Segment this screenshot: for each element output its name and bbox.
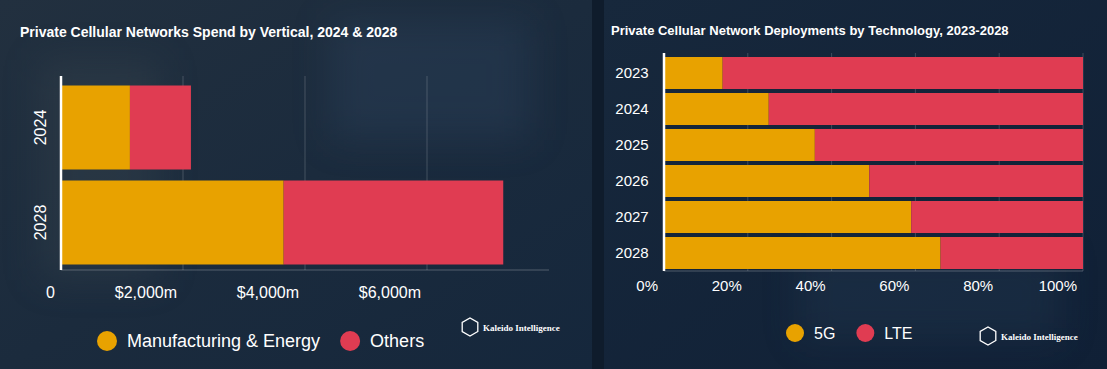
- logo-text: Kaleido Intelligence: [483, 323, 560, 333]
- bars: [61, 86, 503, 265]
- legend-marker: [786, 324, 804, 342]
- bar-segment: [869, 165, 1083, 197]
- category-label: 2028: [32, 205, 49, 241]
- category-label: 2024: [32, 110, 49, 146]
- tick-label: $4,000m: [237, 284, 299, 301]
- tick-label: 100%: [1039, 277, 1077, 294]
- tick-label: $6,000m: [359, 284, 421, 301]
- legend-label: Others: [370, 331, 424, 351]
- bar-segment: [664, 93, 769, 125]
- logo-icon: [980, 327, 996, 345]
- tick-label: 0%: [636, 277, 658, 294]
- logo-text: Kaleido Intelligence: [1001, 332, 1078, 342]
- bar-segment: [664, 237, 941, 269]
- category-label: 2023: [615, 64, 648, 81]
- axis-line: [664, 271, 1083, 272]
- chart: Private Cellular Network Deployments by …: [611, 23, 1083, 345]
- bar-segment: [664, 57, 723, 89]
- category-label: 2024: [615, 100, 648, 117]
- legend-label: Manufacturing & Energy: [127, 331, 320, 351]
- legend-marker: [856, 324, 874, 342]
- bar-segment: [130, 86, 191, 170]
- bar-segment: [284, 181, 504, 265]
- bar-segment: [664, 129, 815, 161]
- bars: [664, 57, 1083, 269]
- panel-background: [0, 0, 592, 369]
- tick-label: $2,000m: [115, 284, 177, 301]
- category-label: 2025: [615, 136, 648, 153]
- category-label: 2027: [615, 208, 648, 225]
- bar-segment: [723, 57, 1083, 89]
- category-label: 2028: [615, 244, 648, 261]
- bar-segment: [61, 181, 284, 265]
- chart: Private Cellular Networks Spend by Verti…: [20, 24, 560, 351]
- panel-background: [604, 0, 1107, 369]
- tick-label: 40%: [796, 277, 826, 294]
- bar-segment: [61, 86, 130, 170]
- tick-label: 80%: [963, 277, 993, 294]
- bar-segment: [911, 201, 1083, 233]
- category-label: 2026: [615, 172, 648, 189]
- tick-label: 0: [46, 284, 55, 301]
- bar-segment: [664, 165, 869, 197]
- canvas: Private Cellular Networks Spend by Verti…: [0, 0, 1107, 369]
- title: Private Cellular Network Deployments by …: [611, 23, 1009, 38]
- bar-segment: [769, 93, 1083, 125]
- axis-line: [663, 53, 666, 271]
- logo-icon: [462, 318, 478, 336]
- title: Private Cellular Networks Spend by Verti…: [20, 24, 398, 40]
- legend-marker: [340, 331, 360, 351]
- tick-label: 60%: [879, 277, 909, 294]
- bar-segment: [664, 201, 911, 233]
- legend-label: 5G: [814, 325, 835, 342]
- legend-marker: [97, 331, 117, 351]
- tick-label: 20%: [712, 277, 742, 294]
- bar-segment: [815, 129, 1083, 161]
- axis-line: [60, 76, 63, 270]
- axis-line: [61, 270, 549, 271]
- legend-label: LTE: [884, 325, 912, 342]
- bar-segment: [941, 237, 1083, 269]
